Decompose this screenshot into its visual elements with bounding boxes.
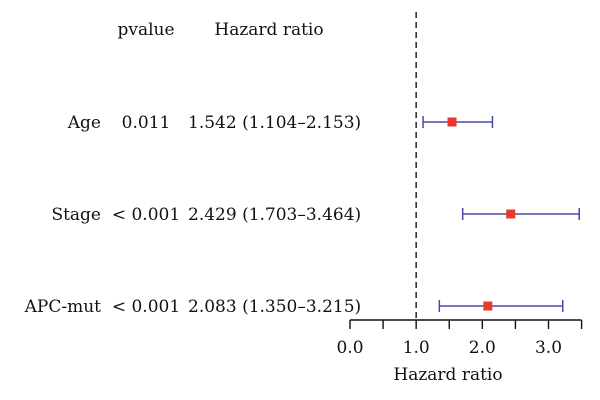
header-hazard-ratio: Hazard ratio <box>214 20 323 40</box>
row-variable-stage: Stage <box>51 205 101 225</box>
row-hr-text-stage: 2.429 (1.703–3.464) <box>188 205 361 225</box>
row-variable-age: Age <box>67 113 101 133</box>
row-hr-text-age: 1.542 (1.104–2.153) <box>188 113 361 133</box>
x-tick-label: 2.0 <box>469 338 496 358</box>
hr-point-stage <box>506 209 516 219</box>
x-tick-label: 0.0 <box>336 338 363 358</box>
x-tick-label: 1.0 <box>403 338 430 358</box>
hr-point-apc-mut <box>483 301 493 311</box>
x-axis-title: Hazard ratio <box>393 365 502 385</box>
row-hr-text-apc-mut: 2.083 (1.350–3.215) <box>188 297 361 317</box>
row-variable-apc-mut: APC-mut <box>24 297 102 317</box>
header-pvalue: pvalue <box>117 20 174 40</box>
hr-point-age <box>447 117 457 127</box>
plot-area: 0.0 1.0 2.0 3.0 <box>336 12 583 358</box>
x-tick-label: 3.0 <box>535 338 562 358</box>
row-pvalue-apc-mut: < 0.001 <box>112 297 180 317</box>
row-pvalue-stage: < 0.001 <box>112 205 180 225</box>
row-pvalue-age: 0.011 <box>122 113 171 133</box>
